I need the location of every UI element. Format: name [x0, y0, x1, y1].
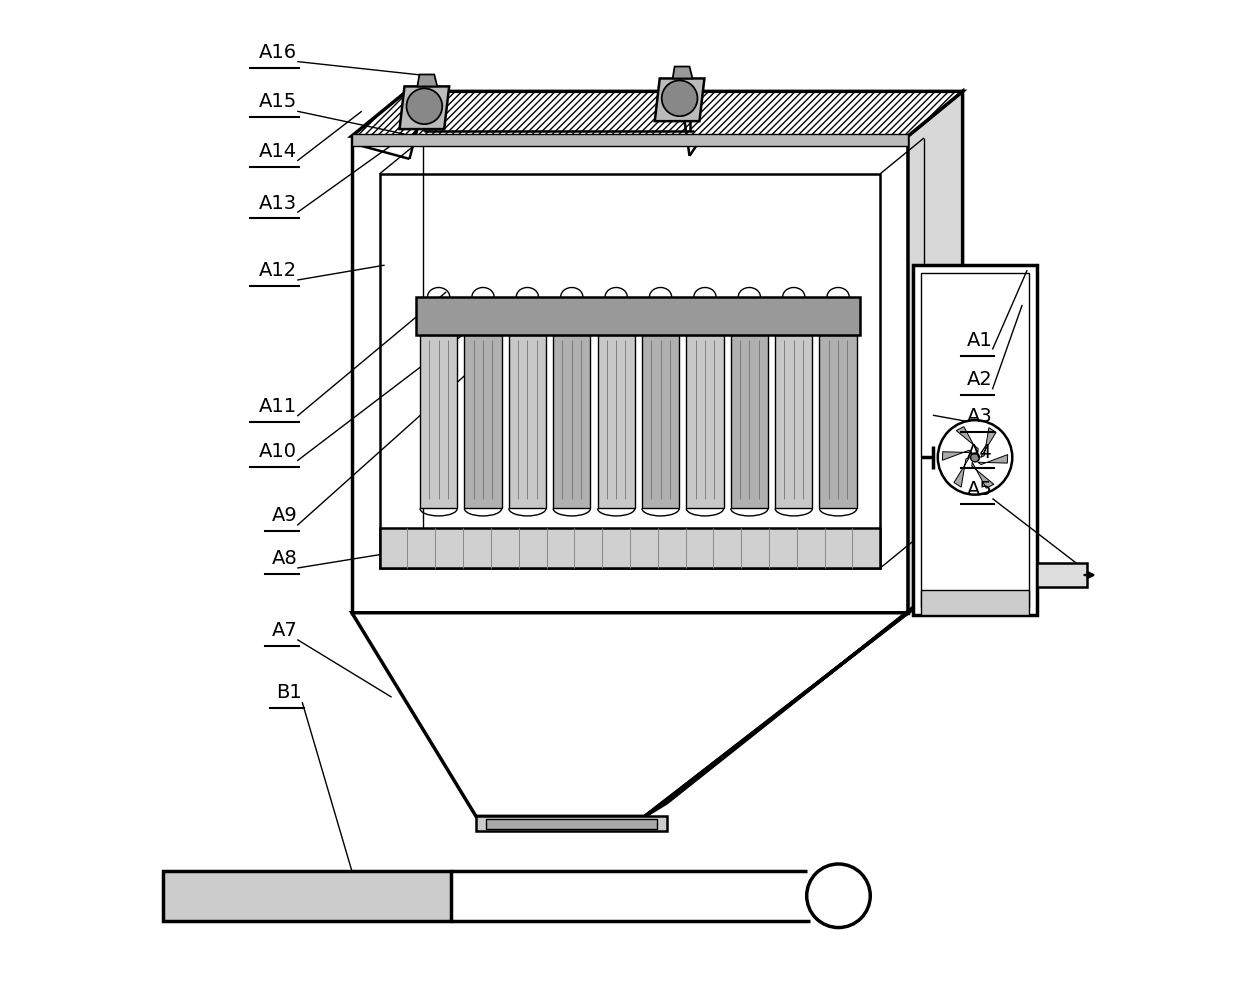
- Bar: [476, 817, 667, 831]
- Text: B1: B1: [277, 683, 303, 702]
- Bar: [164, 871, 451, 920]
- Polygon shape: [418, 75, 438, 87]
- Circle shape: [662, 81, 697, 116]
- Bar: [420, 334, 458, 509]
- Text: A7: A7: [272, 620, 298, 639]
- Text: A15: A15: [259, 93, 298, 111]
- Bar: [913, 265, 1037, 614]
- Text: A11: A11: [259, 397, 298, 416]
- Bar: [642, 334, 680, 509]
- Bar: [921, 590, 1029, 614]
- Polygon shape: [655, 79, 704, 121]
- Polygon shape: [954, 457, 970, 487]
- Circle shape: [971, 453, 980, 462]
- Bar: [921, 273, 1029, 607]
- Polygon shape: [981, 428, 996, 457]
- Text: A9: A9: [272, 507, 298, 526]
- Text: A3: A3: [967, 407, 992, 426]
- Bar: [352, 136, 908, 612]
- Polygon shape: [352, 92, 962, 136]
- Bar: [508, 334, 546, 509]
- Text: A13: A13: [259, 193, 298, 212]
- Text: A1: A1: [967, 330, 992, 349]
- Polygon shape: [978, 454, 1008, 464]
- Circle shape: [937, 420, 1012, 494]
- Text: A2: A2: [967, 371, 992, 390]
- Bar: [1037, 563, 1086, 587]
- Polygon shape: [645, 568, 962, 817]
- Text: A8: A8: [272, 549, 298, 568]
- Polygon shape: [956, 427, 978, 452]
- Bar: [486, 820, 657, 829]
- Text: A5: A5: [966, 479, 992, 498]
- Polygon shape: [352, 612, 908, 817]
- Polygon shape: [672, 66, 692, 79]
- Bar: [417, 297, 861, 334]
- Bar: [379, 174, 880, 568]
- Bar: [553, 334, 590, 509]
- Text: A12: A12: [259, 261, 298, 280]
- Bar: [686, 334, 724, 509]
- Bar: [598, 334, 635, 509]
- Text: A4: A4: [967, 443, 992, 462]
- Polygon shape: [972, 462, 993, 488]
- Bar: [775, 334, 812, 509]
- Bar: [352, 134, 908, 146]
- Bar: [464, 334, 502, 509]
- Text: A10: A10: [259, 442, 298, 461]
- Text: A16: A16: [259, 42, 298, 61]
- Bar: [820, 334, 857, 509]
- Polygon shape: [399, 87, 449, 129]
- Circle shape: [407, 89, 443, 124]
- Bar: [730, 334, 768, 509]
- Circle shape: [807, 864, 870, 927]
- Text: A14: A14: [259, 142, 298, 161]
- Bar: [379, 529, 880, 568]
- Polygon shape: [908, 92, 962, 612]
- Polygon shape: [942, 450, 972, 460]
